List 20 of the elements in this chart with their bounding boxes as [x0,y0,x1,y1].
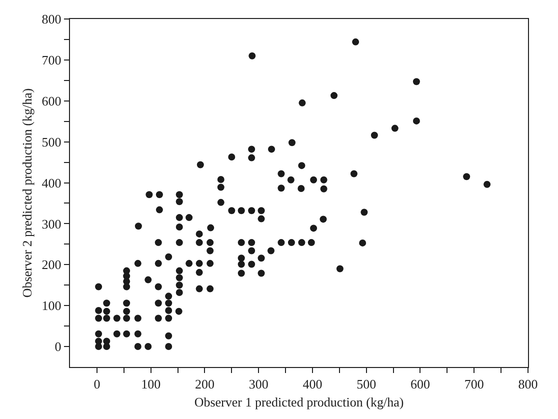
y-tick-label: 200 [42,257,62,272]
x-tick-label: 300 [248,376,268,392]
y-tick-label: 700 [42,52,62,68]
x-tick-label: 400 [302,376,322,392]
x-tick-label: 600 [410,376,430,392]
y-tick-label: 0 [54,339,62,354]
x-tick-label: 700 [464,376,484,392]
y-tick-label: 600 [42,93,62,108]
x-axis-title: Observer 1 predicted production (kg/ha) [194,394,404,410]
x-tick-label: 800 [518,376,538,392]
y-tick-label: 800 [42,12,62,27]
x-tick-label: 100 [141,376,161,392]
y-axis-title: Observer 2 predicted production (kg/ha) [20,88,35,298]
y-tick-label: 300 [42,216,62,232]
y-tick-label: 500 [42,134,62,150]
x-tick-label: 200 [194,376,214,392]
x-tick-label: 500 [356,376,376,392]
y-tick-label: 100 [42,298,62,314]
x-tick-label: 0 [94,376,100,392]
y-tick-label: 400 [42,175,62,190]
